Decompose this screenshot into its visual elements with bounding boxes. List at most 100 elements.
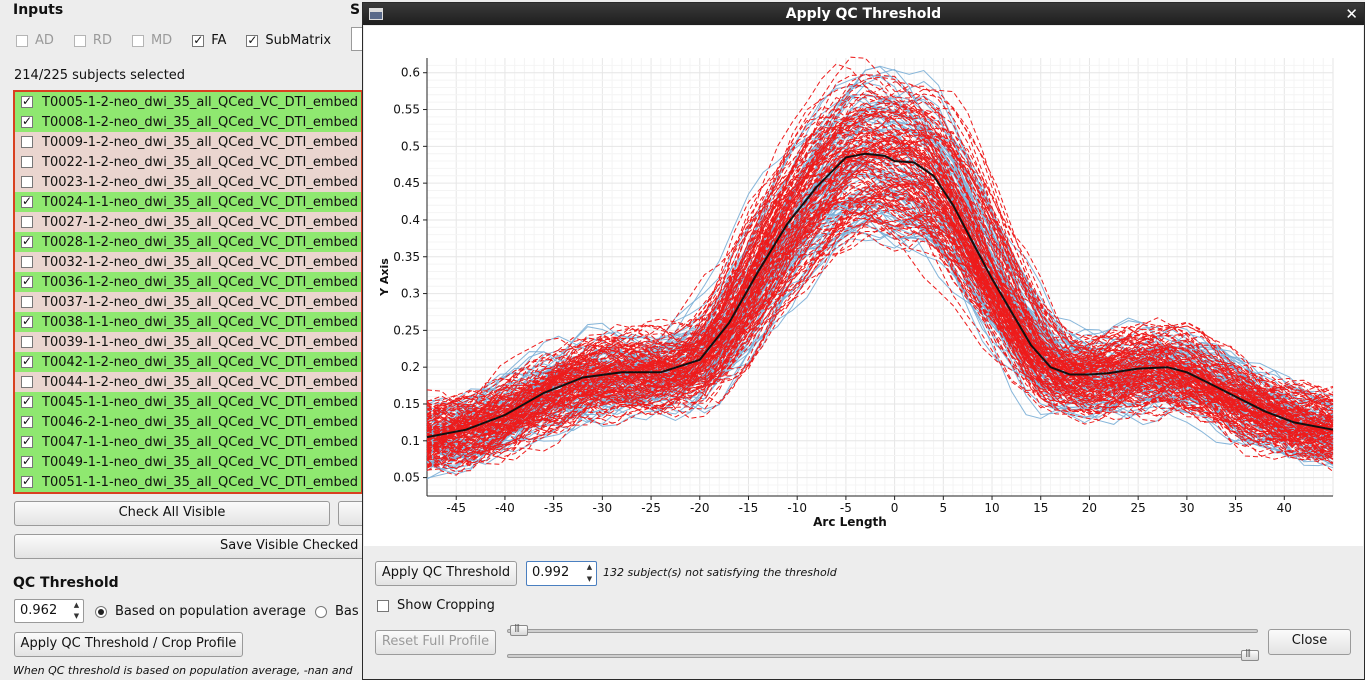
show-cropping-checkbox[interactable]: Show Cropping — [377, 598, 495, 613]
failing-subject-line — [426, 208, 1334, 455]
y-tick-label: 0.15 — [393, 397, 420, 411]
subject-checkbox[interactable] — [21, 454, 33, 468]
subject-checkbox[interactable] — [21, 194, 33, 208]
input-fa-checkbox[interactable]: FA — [192, 33, 226, 48]
radio-population-average[interactable]: Based on population average — [95, 604, 306, 619]
subject-label: T0047-1-1-neo_dwi_35_all_QCed_VC_DTI_emb… — [42, 434, 359, 450]
subject-row[interactable]: T0036-1-2-neo_dwi_35_all_QCed_VC_DTI_emb… — [15, 272, 361, 292]
failing-subject-line — [426, 127, 1334, 461]
radio-other-icon[interactable] — [315, 605, 327, 618]
failing-subject-line — [426, 168, 1334, 448]
apply-qc-crop-button[interactable]: Apply QC Threshold / Crop Profile — [14, 632, 243, 657]
crop-start-slider[interactable] — [507, 623, 1258, 636]
check-all-visible-button[interactable]: Check All Visible — [14, 501, 330, 526]
subject-checkbox[interactable] — [21, 114, 33, 128]
close-icon[interactable]: ✕ — [1345, 5, 1358, 23]
subject-checkbox[interactable] — [21, 176, 33, 188]
subjects-selected-count: 214/225 subjects selected — [14, 68, 186, 83]
subject-checkbox[interactable] — [21, 394, 33, 408]
subject-checkbox[interactable] — [21, 256, 33, 268]
subject-checkbox[interactable] — [21, 234, 33, 248]
subject-row[interactable]: T0008-1-2-neo_dwi_35_all_QCed_VC_DTI_emb… — [15, 112, 361, 132]
spin-up-icon[interactable]: ▲ — [73, 601, 80, 609]
checkbox-box[interactable] — [73, 34, 86, 47]
subject-checkbox[interactable] — [21, 354, 33, 368]
qc-note: When QC threshold is based on population… — [13, 664, 353, 677]
subject-row[interactable]: T0027-1-2-neo_dwi_35_all_QCed_VC_DTI_emb… — [15, 212, 361, 232]
subject-checkbox[interactable] — [21, 434, 33, 448]
subject-checkbox[interactable] — [21, 296, 33, 308]
subject-row[interactable]: T0024-1-1-neo_dwi_35_all_QCed_VC_DTI_emb… — [15, 192, 361, 212]
reset-full-profile-button[interactable]: Reset Full Profile — [375, 630, 496, 655]
failing-subject-line — [426, 129, 1334, 412]
subject-row[interactable]: T0009-1-2-neo_dwi_35_all_QCed_VC_DTI_emb… — [15, 132, 361, 152]
subject-label: T0037-1-2-neo_dwi_35_all_QCed_VC_DTI_emb… — [42, 294, 359, 310]
subject-row[interactable]: T0037-1-2-neo_dwi_35_all_QCed_VC_DTI_emb… — [15, 292, 361, 312]
crop-end-handle[interactable] — [1241, 648, 1259, 661]
subject-checkbox[interactable] — [21, 216, 33, 228]
failing-subject-line — [426, 169, 1334, 453]
subject-label: T0049-1-1-neo_dwi_35_all_QCed_VC_DTI_emb… — [42, 454, 359, 470]
y-tick-label: 0.6 — [401, 66, 420, 80]
spin-down-icon[interactable]: ▼ — [73, 612, 80, 620]
failing-subject-line — [426, 136, 1334, 476]
x-axis-title: Arc Length — [813, 515, 887, 529]
save-visible-checked-button[interactable]: Save Visible Checked S — [14, 534, 370, 559]
checkbox-box[interactable] — [131, 34, 144, 47]
close-button[interactable]: Close — [1268, 629, 1351, 655]
main-window: Inputs S AD RD MD FA SubMatrix 214/225 subje… — [0, 0, 370, 680]
checkbox-box[interactable] — [16, 34, 28, 47]
subject-row[interactable]: T0042-1-2-neo_dwi_35_all_QCed_VC_DTI_emb… — [15, 352, 361, 372]
input-ad-checkbox[interactable]: AD — [16, 33, 54, 48]
show-cropping-box[interactable] — [377, 599, 389, 612]
threshold-spinbox[interactable]: 0.992 ▲ ▼ — [526, 561, 597, 586]
dialog-titlebar[interactable]: Apply QC Threshold ✕ — [363, 3, 1364, 25]
x-tick-label: -40 — [495, 501, 515, 515]
input-submatrix-checkbox[interactable]: SubMatrix — [246, 33, 331, 48]
x-tick-label: 20 — [1082, 501, 1097, 515]
failing-subject-line — [426, 197, 1334, 462]
subject-row[interactable]: T0049-1-1-neo_dwi_35_all_QCed_VC_DTI_emb… — [15, 452, 361, 472]
checkbox-box[interactable] — [192, 33, 205, 47]
subject-checkbox[interactable] — [21, 156, 33, 168]
subject-row[interactable]: T0044-1-2-neo_dwi_35_all_QCed_VC_DTI_emb… — [15, 372, 361, 392]
subject-checkbox[interactable] — [21, 274, 33, 288]
subject-row[interactable]: T0005-1-2-neo_dwi_35_all_QCed_VC_DTI_emb… — [15, 92, 361, 112]
subject-checkbox[interactable] — [21, 94, 33, 108]
failing-subject-line — [426, 192, 1334, 473]
subject-row[interactable]: T0045-1-1-neo_dwi_35_all_QCed_VC_DTI_emb… — [15, 392, 361, 412]
subject-row[interactable]: T0038-1-1-neo_dwi_35_all_QCed_VC_DTI_emb… — [15, 312, 361, 332]
subject-label: T0032-1-2-neo_dwi_35_all_QCed_VC_DTI_emb… — [42, 254, 359, 270]
subject-row[interactable]: T0051-1-1-neo_dwi_35_all_QCed_VC_DTI_emb… — [15, 472, 361, 492]
subject-checkbox[interactable] — [21, 414, 33, 428]
apply-qc-threshold-button[interactable]: Apply QC Threshold — [375, 561, 517, 586]
x-tick-label: 40 — [1277, 501, 1292, 515]
subject-list[interactable]: T0005-1-2-neo_dwi_35_all_QCed_VC_DTI_emb… — [13, 90, 363, 494]
crop-end-slider[interactable] — [507, 648, 1259, 661]
second-header: S — [350, 2, 361, 18]
crop-start-handle[interactable] — [510, 623, 528, 636]
spin-up-icon[interactable]: ▲ — [586, 563, 593, 571]
qc-threshold-spinbox[interactable]: 0.962 ▲ ▼ — [14, 599, 84, 623]
subject-checkbox[interactable] — [21, 376, 33, 388]
radio-population-average-icon[interactable] — [95, 605, 107, 618]
subject-row[interactable]: T0047-1-1-neo_dwi_35_all_QCed_VC_DTI_emb… — [15, 432, 361, 452]
subject-label: T0045-1-1-neo_dwi_35_all_QCed_VC_DTI_emb… — [42, 394, 359, 410]
subject-row[interactable]: T0023-1-2-neo_dwi_35_all_QCed_VC_DTI_emb… — [15, 172, 361, 192]
subject-row[interactable]: T0028-1-2-neo_dwi_35_all_QCed_VC_DTI_emb… — [15, 232, 361, 252]
checkbox-box[interactable] — [246, 33, 259, 47]
subject-checkbox[interactable] — [21, 136, 33, 148]
radio-other[interactable]: Bas — [315, 604, 359, 619]
input-rd-checkbox[interactable]: RD — [73, 33, 112, 48]
subject-row[interactable]: T0039-1-1-neo_dwi_35_all_QCed_VC_DTI_emb… — [15, 332, 361, 352]
input-md-checkbox[interactable]: MD — [131, 33, 172, 48]
subject-row[interactable]: T0032-1-2-neo_dwi_35_all_QCed_VC_DTI_emb… — [15, 252, 361, 272]
subject-checkbox[interactable] — [21, 474, 33, 488]
failing-subject-line — [426, 204, 1334, 465]
subject-row[interactable]: T0046-2-1-neo_dwi_35_all_QCed_VC_DTI_emb… — [15, 412, 361, 432]
subject-checkbox[interactable] — [21, 314, 33, 328]
spin-down-icon[interactable]: ▼ — [586, 575, 593, 583]
subject-checkbox[interactable] — [21, 336, 33, 348]
subject-row[interactable]: T0022-1-2-neo_dwi_35_all_QCed_VC_DTI_emb… — [15, 152, 361, 172]
failing-subject-line — [426, 109, 1334, 425]
